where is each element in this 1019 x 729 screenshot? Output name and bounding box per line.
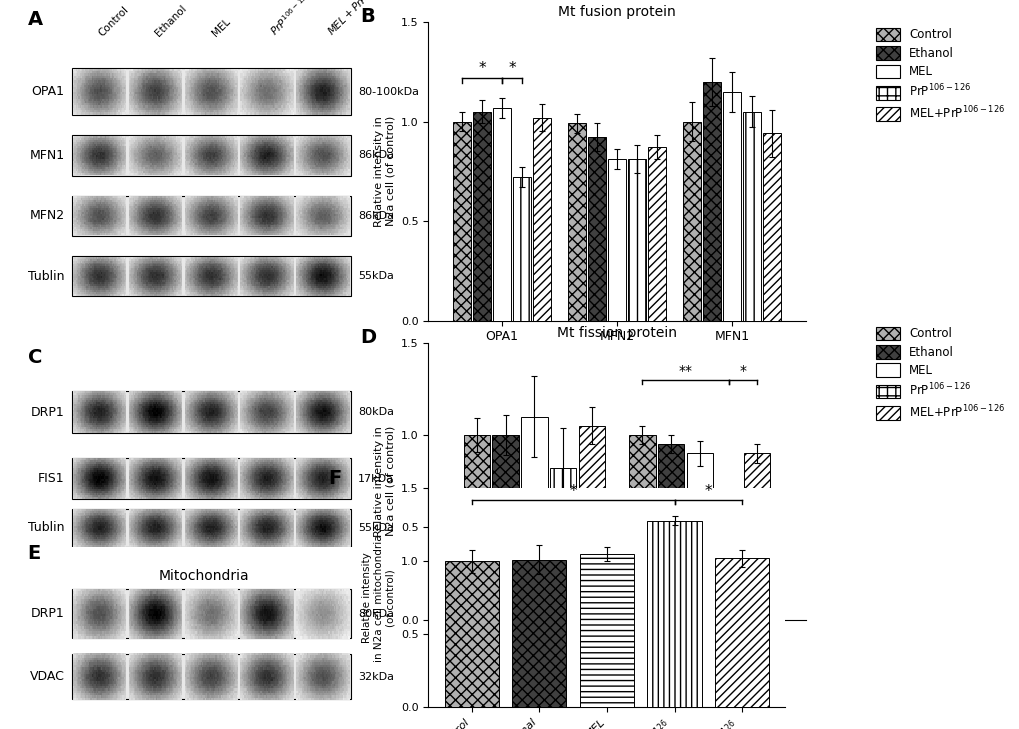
- Bar: [686, 453, 712, 620]
- Text: Ethanol: Ethanol: [154, 3, 189, 38]
- Text: B: B: [360, 7, 375, 26]
- Text: F: F: [328, 469, 341, 488]
- Text: 80kDa: 80kDa: [358, 609, 393, 619]
- Bar: [742, 112, 760, 321]
- Bar: [464, 435, 490, 620]
- Text: MFN1: MFN1: [30, 149, 64, 162]
- Text: 55kDa: 55kDa: [358, 271, 393, 281]
- Text: E: E: [28, 544, 41, 563]
- Text: MFN2: MFN2: [30, 209, 64, 222]
- Text: 55kDa: 55kDa: [358, 523, 393, 533]
- Y-axis label: Relative intensity
in N2a cell mitochondria
(of control): Relative intensity in N2a cell mitochond…: [362, 534, 395, 662]
- Text: 32kDa: 32kDa: [358, 671, 393, 682]
- Text: Tublin: Tublin: [28, 270, 64, 283]
- Bar: [532, 117, 550, 321]
- Text: D: D: [360, 327, 376, 346]
- Text: *: *: [507, 61, 516, 76]
- Bar: [587, 138, 605, 321]
- Bar: [702, 82, 720, 321]
- Bar: [579, 554, 634, 707]
- Text: *: *: [569, 483, 577, 499]
- Text: A: A: [28, 9, 43, 28]
- Text: **: **: [678, 364, 692, 378]
- Text: Tublin: Tublin: [28, 521, 64, 534]
- Bar: [762, 133, 781, 321]
- Bar: [549, 468, 576, 620]
- Text: FIS1: FIS1: [38, 472, 64, 485]
- Text: DRP1: DRP1: [31, 405, 64, 418]
- Y-axis label: Relative intensity in
N2a cell (of control): Relative intensity in N2a cell (of contr…: [374, 116, 395, 227]
- FancyBboxPatch shape: [71, 256, 351, 296]
- Text: 86kDa: 86kDa: [358, 150, 393, 160]
- Text: MEL: MEL: [210, 16, 232, 38]
- Bar: [568, 123, 586, 321]
- Text: C: C: [28, 348, 42, 367]
- Text: *: *: [478, 61, 485, 76]
- Bar: [578, 426, 604, 620]
- Bar: [629, 435, 655, 620]
- Bar: [512, 560, 566, 707]
- Bar: [714, 558, 768, 707]
- Text: 80-100kDa: 80-100kDa: [358, 87, 419, 97]
- Text: $PrP^{106-126}$: $PrP^{106-126}$: [267, 0, 316, 38]
- Bar: [722, 92, 741, 321]
- FancyBboxPatch shape: [71, 195, 351, 236]
- FancyBboxPatch shape: [71, 391, 351, 433]
- Bar: [452, 122, 471, 321]
- FancyBboxPatch shape: [71, 458, 351, 499]
- Text: 86kDa: 86kDa: [358, 211, 393, 221]
- FancyBboxPatch shape: [71, 69, 351, 115]
- Bar: [657, 444, 684, 620]
- Text: VDAC: VDAC: [30, 670, 64, 683]
- FancyBboxPatch shape: [71, 136, 351, 176]
- Bar: [492, 435, 519, 620]
- Text: OPA1: OPA1: [32, 85, 64, 98]
- Bar: [647, 147, 665, 321]
- Text: Mitochondria: Mitochondria: [159, 569, 249, 583]
- Bar: [607, 160, 626, 321]
- Bar: [743, 453, 769, 620]
- Text: DRP1: DRP1: [31, 607, 64, 620]
- Legend: Control, Ethanol, MEL, PrP$^{106-126}$, MEL+PrP$^{106-126}$: Control, Ethanol, MEL, PrP$^{106-126}$, …: [872, 323, 1008, 424]
- Text: 80kDa: 80kDa: [358, 408, 393, 417]
- Bar: [683, 122, 701, 321]
- Bar: [714, 499, 741, 620]
- Bar: [473, 112, 491, 321]
- FancyBboxPatch shape: [71, 654, 351, 700]
- Title: Mt fusion protein: Mt fusion protein: [557, 5, 676, 19]
- Bar: [647, 521, 701, 707]
- Bar: [628, 160, 646, 321]
- FancyBboxPatch shape: [71, 589, 351, 639]
- Bar: [521, 416, 547, 620]
- Bar: [492, 108, 511, 321]
- Text: Control: Control: [97, 4, 130, 38]
- Y-axis label: Relative intensity in
N2a cell (of control): Relative intensity in N2a cell (of contr…: [374, 426, 395, 537]
- Text: $MEL+PrP^{106-126}$: $MEL+PrP^{106-126}$: [324, 0, 397, 38]
- Bar: [513, 177, 531, 321]
- Title: Mt fission protein: Mt fission protein: [556, 326, 677, 340]
- Bar: [444, 561, 498, 707]
- Text: *: *: [704, 483, 711, 499]
- Text: *: *: [739, 364, 746, 378]
- FancyBboxPatch shape: [71, 509, 351, 547]
- Legend: Control, Ethanol, MEL, PrP$^{106-126}$, MEL+PrP$^{106-126}$: Control, Ethanol, MEL, PrP$^{106-126}$, …: [872, 24, 1008, 125]
- Text: 17kDa: 17kDa: [358, 474, 393, 483]
